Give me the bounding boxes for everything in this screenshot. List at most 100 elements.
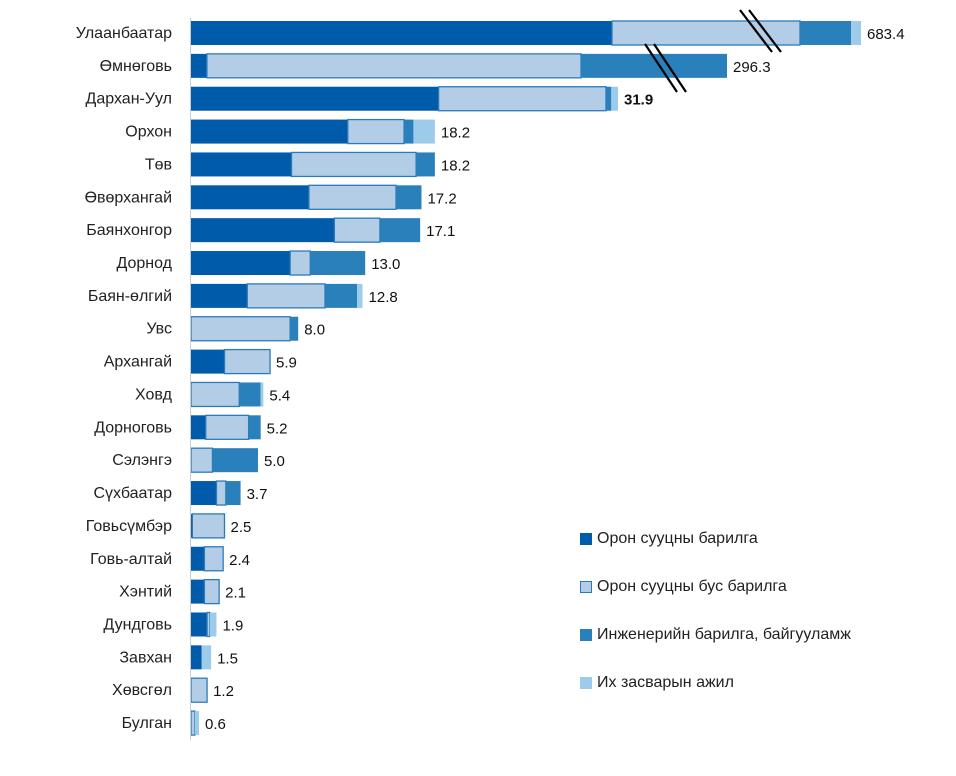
- value-label: 1.9: [222, 617, 243, 634]
- value-label: 18.2: [441, 125, 470, 142]
- bar-segment: [191, 283, 248, 308]
- category-label: Өвөрхангай: [85, 189, 172, 206]
- bar-segment: [190, 447, 214, 473]
- bar-segment: [203, 546, 224, 572]
- legend-label: Их засварын ажил: [597, 674, 734, 691]
- bar-segment: [191, 645, 202, 670]
- bar-segment: [246, 283, 326, 309]
- bar-segment: [851, 21, 861, 45]
- bar-segment: [416, 152, 435, 177]
- bar-segment: [190, 381, 240, 408]
- category-label: Говь-алтай: [90, 551, 172, 568]
- value-label: 2.4: [229, 552, 250, 569]
- category-label: Сэлэнгэ: [112, 452, 172, 469]
- category-label: Төв: [145, 156, 172, 173]
- bar-segment: [191, 119, 348, 144]
- value-label: 3.7: [247, 486, 268, 503]
- bar-segment: [357, 283, 363, 308]
- bar-segment: [195, 711, 200, 736]
- bar-segment: [347, 118, 405, 145]
- value-label: 31.9: [624, 92, 653, 109]
- bar-segment: [396, 185, 422, 210]
- category-label: Дундговь: [103, 616, 172, 633]
- category-label: Өмнөговь: [100, 58, 172, 75]
- bar-segment: [212, 448, 258, 473]
- bar-segment: [223, 348, 271, 375]
- bar-segment: [191, 349, 225, 374]
- category-label: Хөвсгөл: [112, 682, 172, 699]
- legend-swatch: [580, 677, 592, 689]
- bar-segment: [191, 86, 439, 111]
- bar-segment: [191, 612, 208, 637]
- legend-item-nonresidential: Орон сууцны бус барилга: [580, 576, 851, 598]
- bar-segment: [611, 86, 618, 111]
- bar-segment: [248, 415, 261, 440]
- legend-swatch: [580, 533, 592, 545]
- bar-segment: [605, 86, 612, 111]
- category-label: Баян-өлгий: [88, 288, 172, 305]
- bar-segment: [191, 152, 292, 177]
- value-label: 0.6: [205, 716, 226, 733]
- legend-swatch: [580, 629, 592, 641]
- bar-segment: [191, 481, 217, 506]
- bar-segment: [289, 250, 311, 276]
- value-label: 1.2: [213, 683, 234, 700]
- value-label: 18.2: [441, 157, 470, 174]
- legend-label: Орон сууцны бус барилга: [597, 578, 787, 595]
- bar-segment: [290, 151, 417, 178]
- bar-segment: [437, 86, 607, 112]
- legend-label: Инженерийн барилга, байгууламж: [597, 626, 851, 643]
- value-label: 1.5: [217, 650, 238, 667]
- bar-segment: [191, 415, 206, 440]
- category-label: Хэнтий: [119, 584, 172, 601]
- bar-segment: [206, 53, 582, 79]
- bar-segment: [191, 546, 205, 571]
- value-label: 2.5: [231, 519, 252, 536]
- value-label: 5.0: [264, 453, 285, 470]
- bar-segment: [239, 382, 261, 407]
- bar-segment: [333, 217, 381, 243]
- legend-swatch: [580, 581, 592, 593]
- category-label: Архангай: [104, 354, 172, 371]
- bar-segment: [308, 184, 397, 210]
- bar-segment: [203, 578, 220, 605]
- legend-item-engineering: Инженерийн барилга, байгууламж: [580, 624, 851, 646]
- bar-segment: [325, 283, 358, 308]
- bar-segment: [800, 21, 851, 45]
- bar-segment: [413, 119, 435, 144]
- axis-break-mark: [739, 9, 773, 53]
- value-label: 17.1: [426, 223, 455, 240]
- bar-segment: [404, 119, 414, 144]
- bar-segment: [206, 611, 211, 638]
- category-label: Увс: [146, 321, 172, 338]
- value-label: 5.2: [267, 420, 288, 437]
- category-label: Баянхонгор: [86, 222, 172, 239]
- bar-segment: [225, 481, 241, 506]
- category-label: Дархан-Уул: [86, 91, 172, 108]
- bar-segment: [191, 218, 335, 243]
- bar-segment: [215, 480, 227, 506]
- bar-segment: [190, 710, 196, 736]
- bar-segment: [191, 185, 309, 210]
- bar-segment: [205, 414, 250, 440]
- value-label: 683.4: [867, 26, 905, 43]
- bar-segment: [191, 21, 612, 45]
- bar-segment: [201, 645, 212, 670]
- axis-break-mark: [748, 9, 782, 53]
- category-label: Сүхбаатар: [93, 485, 172, 502]
- category-label: Дорноговь: [94, 419, 172, 436]
- legend-item-residential: Орон сууцны барилга: [580, 528, 851, 550]
- bar-segment: [260, 382, 264, 407]
- value-label: 296.3: [733, 59, 771, 76]
- bar-segment: [191, 53, 207, 78]
- legend-item-repair: Их засварын ажил: [580, 672, 851, 694]
- axis-break-mark: [653, 43, 687, 93]
- category-label: Орхон: [125, 124, 172, 141]
- bar-segment: [191, 513, 226, 539]
- legend: Орон сууцны барилга Орон сууцны бус бари…: [580, 528, 851, 720]
- category-label: Булган: [122, 715, 172, 732]
- bar-segment: [191, 579, 205, 604]
- bar-segment: [290, 316, 299, 341]
- value-label: 5.4: [269, 387, 290, 404]
